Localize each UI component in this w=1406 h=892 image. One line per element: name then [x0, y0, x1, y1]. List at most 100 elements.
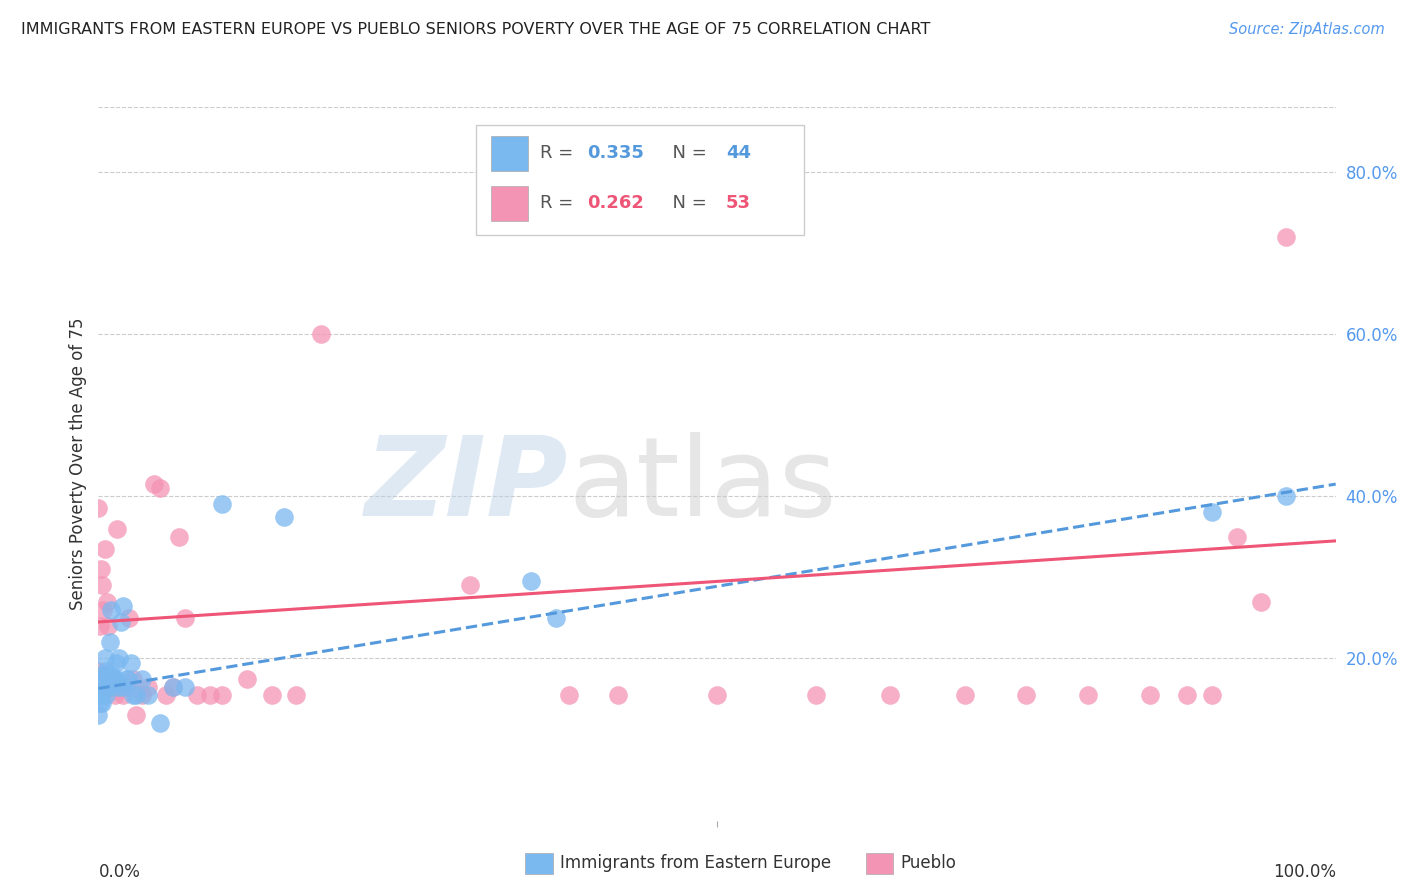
Point — [98, 672, 121, 686]
Point — [87, 501, 110, 516]
Point — [120, 656, 142, 670]
Point — [90, 688, 112, 702]
Point — [149, 481, 172, 495]
Text: 0.0%: 0.0% — [98, 863, 141, 881]
Point — [90, 562, 112, 576]
Point — [94, 680, 117, 694]
Point — [124, 688, 146, 702]
Point — [87, 708, 110, 723]
Point — [111, 680, 134, 694]
Point — [804, 688, 827, 702]
Point — [100, 672, 122, 686]
Point — [1226, 530, 1249, 544]
Point — [607, 688, 630, 702]
Point — [112, 688, 135, 702]
Point — [136, 688, 159, 702]
Point — [136, 680, 159, 694]
Point — [211, 688, 233, 702]
Point — [87, 664, 110, 678]
Point — [1275, 489, 1298, 503]
Text: 53: 53 — [725, 194, 751, 212]
Point — [91, 696, 114, 710]
Point — [131, 688, 153, 702]
Point — [122, 672, 145, 686]
Point — [118, 611, 141, 625]
Point — [1250, 595, 1272, 609]
Point — [98, 635, 121, 649]
Point — [103, 688, 125, 702]
Point — [93, 675, 115, 690]
Text: 0.335: 0.335 — [588, 145, 644, 162]
Point — [89, 619, 111, 633]
FancyBboxPatch shape — [475, 125, 804, 235]
Point — [101, 680, 124, 694]
Point — [91, 578, 114, 592]
Point — [546, 611, 568, 625]
Text: Pueblo: Pueblo — [900, 855, 956, 872]
Point — [107, 680, 129, 694]
Point — [260, 688, 283, 702]
Point — [1275, 229, 1298, 244]
FancyBboxPatch shape — [491, 136, 527, 170]
Point — [1175, 688, 1198, 702]
Point — [96, 595, 118, 609]
Point — [149, 716, 172, 731]
Point — [1201, 688, 1223, 702]
Point — [117, 672, 139, 686]
Point — [1201, 506, 1223, 520]
Text: atlas: atlas — [568, 432, 837, 539]
Point — [167, 530, 190, 544]
Point — [458, 578, 481, 592]
Point — [211, 497, 233, 511]
Text: ZIP: ZIP — [366, 432, 568, 539]
Point — [105, 522, 128, 536]
Point — [94, 688, 117, 702]
Point — [110, 680, 132, 694]
Point — [93, 684, 115, 698]
Text: 100.0%: 100.0% — [1272, 863, 1336, 881]
Point — [1139, 688, 1161, 702]
Point — [879, 688, 901, 702]
Y-axis label: Seniors Poverty Over the Age of 75: Seniors Poverty Over the Age of 75 — [69, 318, 87, 610]
Point — [89, 696, 111, 710]
Point — [174, 680, 197, 694]
FancyBboxPatch shape — [491, 186, 527, 220]
Point — [97, 672, 120, 686]
Point — [112, 599, 135, 613]
Point — [107, 680, 129, 694]
Point — [103, 672, 125, 686]
Text: 44: 44 — [725, 145, 751, 162]
Point — [273, 509, 295, 524]
Text: N =: N = — [661, 194, 713, 212]
Point — [1077, 688, 1099, 702]
Point — [186, 688, 208, 702]
Point — [1015, 688, 1038, 702]
Point — [236, 672, 259, 686]
Point — [101, 667, 124, 681]
Point — [105, 675, 128, 690]
Point — [97, 680, 120, 694]
Text: N =: N = — [661, 145, 713, 162]
Point — [93, 541, 115, 556]
Point — [114, 672, 136, 686]
FancyBboxPatch shape — [866, 853, 893, 874]
Point — [520, 574, 543, 589]
Point — [110, 615, 132, 629]
Text: Source: ZipAtlas.com: Source: ZipAtlas.com — [1229, 22, 1385, 37]
Point — [96, 680, 118, 694]
Point — [557, 688, 579, 702]
Point — [155, 688, 177, 702]
Point — [143, 477, 166, 491]
Point — [309, 327, 332, 342]
Point — [131, 672, 153, 686]
FancyBboxPatch shape — [526, 853, 553, 874]
Point — [93, 603, 115, 617]
Point — [87, 688, 110, 702]
Text: R =: R = — [540, 194, 579, 212]
Point — [91, 667, 114, 681]
Text: IMMIGRANTS FROM EASTERN EUROPE VS PUEBLO SENIORS POVERTY OVER THE AGE OF 75 CORR: IMMIGRANTS FROM EASTERN EUROPE VS PUEBLO… — [21, 22, 931, 37]
Point — [953, 688, 976, 702]
Point — [103, 672, 125, 686]
Text: R =: R = — [540, 145, 579, 162]
Point — [124, 708, 146, 723]
